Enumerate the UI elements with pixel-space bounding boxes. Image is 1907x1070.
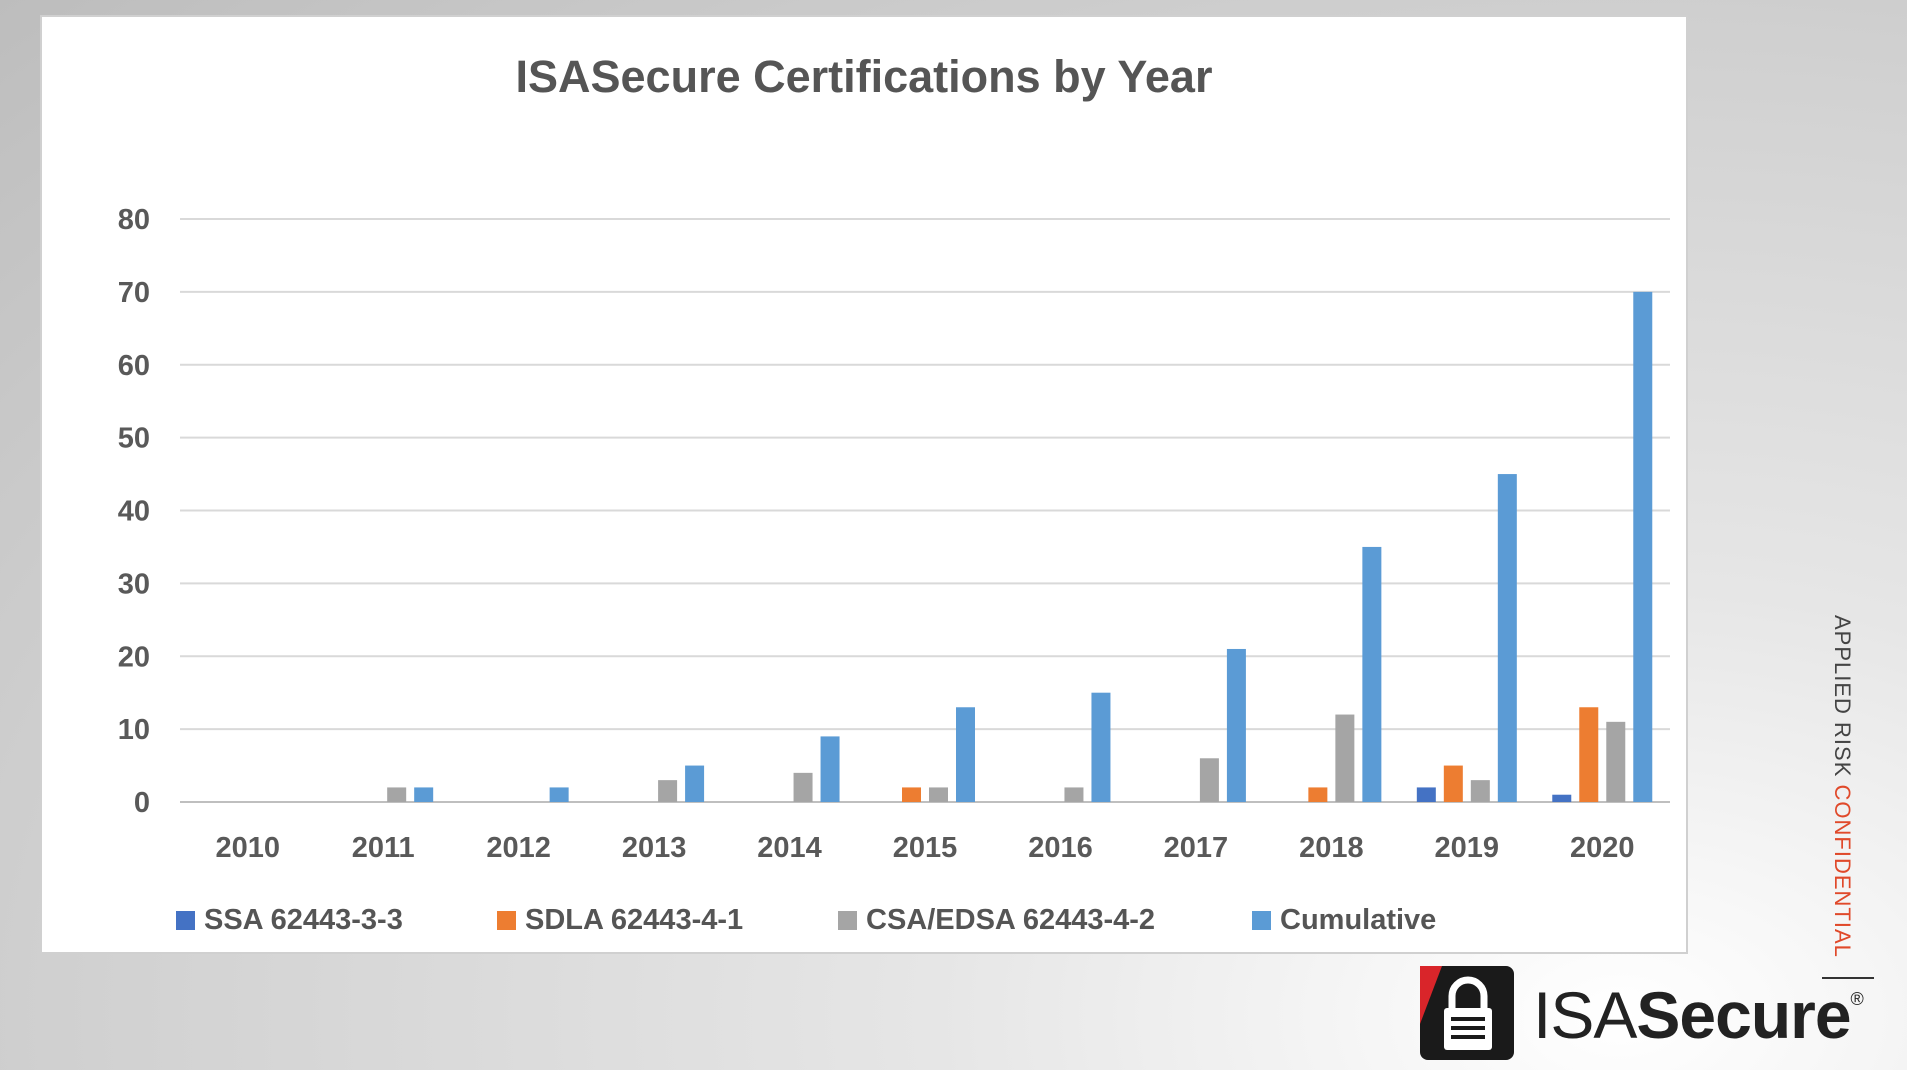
legend-swatch-cumulative: [1252, 911, 1271, 930]
legend-label-csa: CSA/EDSA 62443-4-2: [866, 904, 1156, 936]
bar-cumulative-2011: [414, 787, 434, 802]
bar-sdla-2019: [1443, 765, 1463, 802]
bar-cumulative-2020: [1633, 291, 1653, 802]
y-tick-label: 80: [118, 204, 150, 236]
padlock-icon: [1420, 966, 1514, 1060]
legend-item-cumulative: Cumulative: [1252, 904, 1436, 937]
y-tick-label: 0: [134, 787, 150, 819]
bar-cumulative-2019: [1497, 474, 1517, 802]
y-tick-label: 70: [118, 277, 150, 309]
bar-cumulative-2015: [956, 707, 975, 802]
y-tick-label: 50: [118, 423, 150, 455]
bar-csa-2020: [1606, 721, 1626, 802]
x-tick-label-2011: 2011: [352, 832, 415, 864]
bar-cumulative-2014: [820, 736, 840, 802]
bar-csa-2019: [1470, 780, 1490, 802]
legend-item-ssa: SSA 62443-3-3: [176, 904, 403, 937]
bar-ssa-2020: [1552, 794, 1572, 802]
x-tick-label-2017: 2017: [1164, 832, 1229, 864]
bar-csa-2013: [658, 780, 678, 802]
legend-swatch-ssa: [176, 911, 195, 930]
y-tick-label: 20: [118, 641, 150, 673]
x-tick-label-2015: 2015: [893, 832, 958, 864]
x-tick-label-2018: 2018: [1299, 832, 1364, 864]
legend-label-cumulative: Cumulative: [1280, 904, 1437, 936]
legend-swatch-csa: [838, 911, 857, 930]
legend-item-sdla: SDLA 62443-4-1: [497, 904, 743, 937]
bar-csa-2016: [1064, 787, 1084, 802]
x-tick-label-2014: 2014: [757, 832, 822, 864]
registered-mark: ®: [1850, 989, 1864, 1009]
bar-sdla-2020: [1579, 707, 1599, 802]
x-tick-label-2016: 2016: [1028, 832, 1093, 864]
bar-csa-2014: [793, 772, 813, 802]
bar-csa-2017: [1199, 758, 1219, 802]
x-tick-label-2013: 2013: [622, 832, 687, 864]
legend-swatch-sdla: [497, 911, 516, 930]
bar-csa-2015: [929, 787, 948, 802]
y-tick-label: 40: [118, 496, 150, 528]
x-tick-label-2020: 2020: [1570, 832, 1635, 864]
legend-label-ssa: SSA 62443-3-3: [204, 904, 403, 936]
x-tick-label-2010: 2010: [215, 832, 280, 864]
x-tick-label-2012: 2012: [486, 832, 551, 864]
bar-cumulative-2017: [1226, 648, 1246, 802]
confidential-label: APPLIED RISK CONFIDENTIAL: [1829, 615, 1855, 958]
bar-cumulative-2018: [1362, 546, 1382, 802]
logo-emphasis: Secure: [1636, 978, 1851, 1052]
logo-prefix: ISA: [1533, 978, 1637, 1052]
divider-line: [1822, 977, 1874, 979]
side-text-part1: APPLIED RISK: [1830, 615, 1855, 785]
legend-label-sdla: SDLA 62443-4-1: [525, 904, 744, 936]
bar-ssa-2019: [1416, 787, 1436, 802]
y-tick-label: 60: [118, 350, 150, 382]
x-tick-label-2019: 2019: [1435, 832, 1500, 864]
legend-item-csa: CSA/EDSA 62443-4-2: [838, 904, 1155, 937]
logo-wordmark: ISASecure®: [1533, 982, 1864, 1048]
y-tick-label: 30: [118, 568, 150, 600]
side-text-part2: CONFIDENTIAL: [1830, 784, 1855, 958]
bar-cumulative-2012: [549, 787, 569, 802]
bar-cumulative-2013: [685, 765, 705, 802]
chart-plot: 0 10 20 30 40 50 60 70 80 2010 2011 2012 2013 2014 201…: [118, 204, 1670, 864]
chart-title: ISASecure Certifications by Year: [515, 51, 1213, 102]
bar-csa-2011: [387, 787, 407, 802]
bar-sdla-2015: [902, 787, 921, 802]
chart-card: ISASecure Certifications by Year 0 10 20 30…: [40, 15, 1688, 954]
isasecure-logo: ISASecure®: [1418, 964, 1864, 1064]
bar-csa-2018: [1335, 714, 1355, 802]
bar-cumulative-2016: [1091, 692, 1111, 802]
bar-sdla-2018: [1308, 787, 1328, 802]
chart-legend: SSA 62443-3-3 SDLA 62443-4-1 CSA/EDSA 62…: [42, 904, 1686, 944]
y-tick-label: 10: [118, 714, 150, 746]
